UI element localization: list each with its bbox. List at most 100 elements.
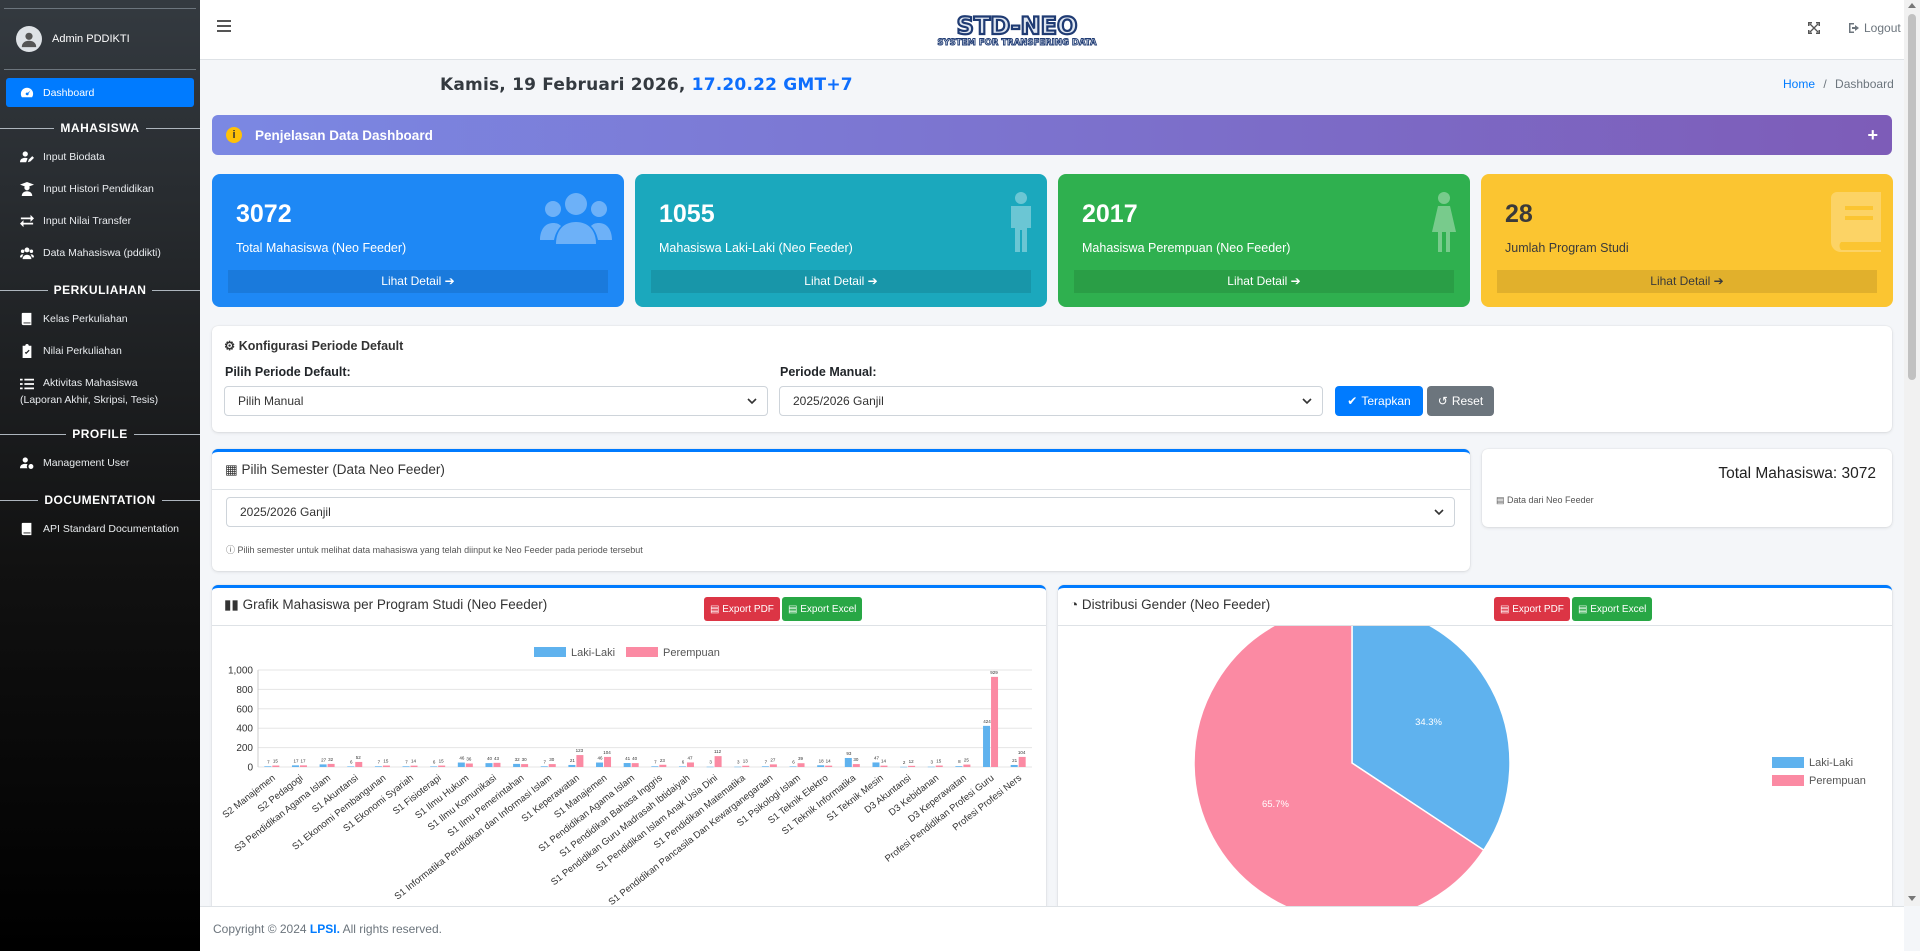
bar-perempuan (714, 756, 722, 767)
bar-laki (291, 765, 299, 767)
data-label-perempuan: 14 (881, 759, 887, 764)
data-label-laki: 3 (709, 760, 712, 765)
data-label-perempuan: 17 (300, 758, 306, 763)
hamburger-icon[interactable] (217, 20, 231, 32)
export-pdf-button[interactable]: ▤ Export PDF (704, 597, 780, 621)
date-time: Kamis, 19 Februari 2026, 17.20.22 GMT+7 (440, 75, 853, 95)
lihat-detail-link[interactable]: Lihat Detail ➔ (1497, 270, 1877, 293)
sidebar-item-input-biodata[interactable]: Input Biodata (6, 141, 194, 173)
bar-perempuan (880, 765, 888, 767)
total-card: Total Mahasiswa: 3072 ▤ Data dari Neo Fe… (1482, 449, 1892, 527)
stat-card-total: 3072 Total Mahasiswa (Neo Feeder) Lihat … (212, 174, 624, 307)
data-label-perempuan: 12 (909, 759, 915, 764)
data-label-laki: 40 (487, 756, 493, 761)
data-label-perempuan: 14 (411, 759, 417, 764)
export-pdf-button[interactable]: ▤ Export PDF (1494, 597, 1570, 621)
semester-note: ⓘ Pilih semester untuk melihat data maha… (226, 545, 643, 555)
bar-laki (374, 766, 382, 767)
data-label-perempuan: 23 (660, 758, 666, 763)
lihat-detail-link[interactable]: Lihat Detail ➔ (228, 270, 608, 293)
data-label-perempuan: 15 (383, 759, 389, 764)
sidebar-item-data-mahasiswa[interactable]: Data Mahasiswa (pddikti) (6, 237, 194, 269)
data-label-laki: 18 (819, 758, 825, 763)
export-excel-button[interactable]: ▤ Export Excel (1572, 597, 1653, 621)
logout-button[interactable]: Logout (1848, 21, 1901, 35)
data-label-laki: 46 (459, 756, 465, 761)
sidebar-item-aktivitas-mahasiswa[interactable]: Aktivitas Mahasiswa (Laporan Akhir, Skri… (20, 377, 159, 406)
user-panel[interactable]: Admin PDDIKTI (4, 8, 196, 70)
scrollbar-thumb[interactable] (1908, 14, 1916, 380)
y-tick-label: 400 (236, 724, 253, 735)
sidebar-item-dashboard[interactable]: Dashboard (6, 78, 194, 107)
data-label-laki: 7 (405, 759, 408, 764)
legend-label-perempuan: Perempuan (663, 647, 720, 659)
pie-chart-card: ◔ Distribusi Gender (Neo Feeder) ▤ Expor… (1058, 585, 1892, 906)
lihat-detail-link[interactable]: Lihat Detail ➔ (651, 270, 1031, 293)
bar-perempuan (410, 765, 418, 767)
legend-swatch-perempuan (626, 647, 658, 657)
bar-laki (596, 762, 604, 767)
arrow-circle-right-icon: ➔ (1290, 274, 1301, 288)
select-periode-manual[interactable]: 2025/2026 Ganjil (779, 386, 1323, 416)
export-excel-button[interactable]: ▤ Export Excel (782, 597, 863, 621)
bar-laki (651, 766, 659, 767)
section-perkuliahan: PERKULIAHAN (0, 277, 200, 303)
user-name: Admin PDDIKTI (52, 33, 130, 45)
data-label-laki: 93 (846, 751, 852, 756)
fullscreen-icon[interactable] (1808, 22, 1820, 34)
bar-laki (568, 764, 576, 767)
bar-laki (789, 766, 797, 767)
bar-perempuan (852, 764, 860, 767)
bar-perempuan (493, 762, 501, 767)
data-label-perempuan: 15 (439, 759, 445, 764)
pie-chart: 34.3% 65.7% Laki-Laki Perempuan (1193, 604, 1866, 906)
data-label-perempuan: 112 (714, 749, 722, 754)
scrollbar[interactable] (1904, 0, 1920, 906)
bar-perempuan (631, 763, 639, 767)
select-semester[interactable]: 2025/2026 Ganjil (226, 497, 1455, 527)
apply-button[interactable]: ✔ Terapkan (1335, 386, 1423, 416)
chevron-down-icon (1434, 509, 1444, 516)
data-label-laki: 2 (903, 760, 906, 765)
semester-title: ▦ Pilih Semester (Data Neo Feeder) (212, 452, 1470, 490)
data-label-perempuan: 15 (936, 759, 942, 764)
sidebar-item-input-nilai-transfer[interactable]: Input Nilai Transfer (6, 205, 194, 237)
book-icon (21, 522, 32, 536)
config-title: ⚙ Konfigurasi Periode Default (224, 339, 404, 353)
sidebar-item-input-histori[interactable]: Input Histori Pendidikan (6, 173, 194, 205)
pie-slice-perempuan (1193, 604, 1485, 906)
svg-text:STD-NEO: STD-NEO (957, 12, 1078, 40)
data-label-perempuan: 27 (770, 757, 776, 762)
user-graduate-icon (20, 182, 34, 196)
total-mahasiswa: Total Mahasiswa: 3072 (1718, 465, 1876, 482)
footer: Copyright © 2024 LPSI. All rights reserv… (200, 906, 1904, 951)
data-label-laki: 21 (1012, 758, 1018, 763)
y-tick-label: 0 (247, 763, 253, 774)
stat-value: 1055 (659, 200, 715, 228)
main-content: Kamis, 19 Februari 2026, 17.20.22 GMT+7 … (200, 61, 1904, 906)
bar-perempuan (327, 763, 335, 767)
data-label-perempuan: 30 (522, 757, 528, 762)
check-icon: ✔ (1347, 394, 1358, 408)
user-edit-icon (20, 151, 34, 163)
label-periode-manual: Periode Manual: (780, 365, 877, 379)
sidebar-item-nilai-perkuliahan[interactable]: Nilai Perkuliahan (6, 335, 194, 367)
footer-brand[interactable]: LPSI. (309, 922, 340, 936)
bar-laki (900, 766, 908, 768)
sidebar-item-kelas-perkuliahan[interactable]: Kelas Perkuliahan (6, 303, 194, 335)
breadcrumb-home[interactable]: Home (1783, 77, 1816, 91)
section-documentation: DOCUMENTATION (0, 487, 201, 513)
select-periode-default[interactable]: Pilih Manual (224, 386, 768, 416)
info-collapsible[interactable]: i Penjelasan Data Dashboard + (212, 115, 1892, 155)
sidebar-item-label: Dashboard (43, 86, 95, 99)
data-label-laki: 7 (765, 759, 768, 764)
stat-label: Mahasiswa Laki-Laki (Neo Feeder) (659, 241, 853, 255)
sidebar-item-api-doc[interactable]: API Standard Documentation (6, 513, 194, 545)
lihat-detail-link[interactable]: Lihat Detail ➔ (1074, 270, 1454, 293)
stat-value: 2017 (1082, 200, 1138, 228)
reset-button[interactable]: ↺ Reset (1427, 386, 1494, 416)
expand-plus-icon[interactable]: + (1867, 125, 1878, 145)
info-title: Penjelasan Data Dashboard (255, 127, 433, 143)
sidebar-item-management-user[interactable]: Management User (6, 447, 194, 479)
